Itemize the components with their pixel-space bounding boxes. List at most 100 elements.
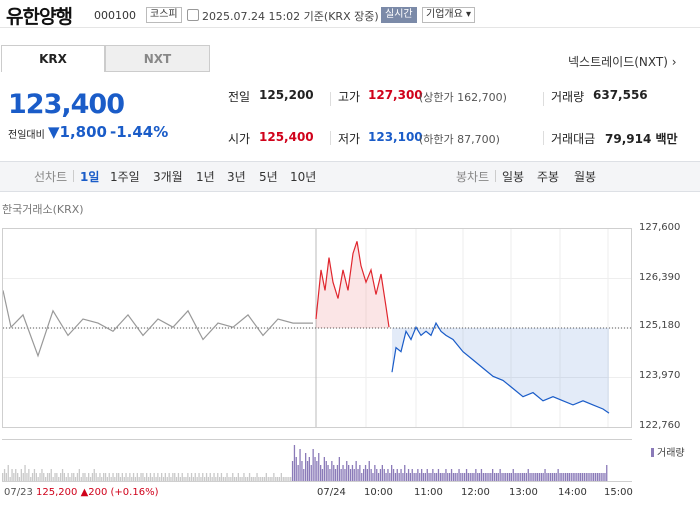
volume-bar (310, 465, 312, 481)
volume-bar (458, 469, 460, 481)
volume-bar (409, 473, 411, 481)
volume-bar (471, 473, 473, 481)
volume-bar (194, 473, 196, 481)
volume-bar (540, 473, 542, 481)
volume-bar (581, 473, 584, 481)
candle-weekly[interactable]: 주봉 (537, 170, 560, 184)
volume-bar (606, 465, 608, 481)
volume-bar (26, 473, 28, 481)
x-tick-label: 10:00 (364, 487, 393, 498)
volume-bar (355, 461, 357, 481)
volume-bar (443, 473, 445, 481)
realtime-badge[interactable]: 실시간 (381, 7, 417, 23)
volume-bar (445, 469, 447, 481)
volume-bar (477, 473, 479, 481)
volume-bar (39, 473, 41, 481)
volume-bar (527, 469, 529, 481)
volume-bar (17, 473, 19, 481)
divider (330, 131, 331, 145)
volume-bar (164, 473, 166, 481)
volume-bar (557, 469, 559, 481)
company-overview-dropdown[interactable]: 기업개요 ▾ (422, 7, 475, 23)
volume-bar (512, 469, 514, 481)
volume-bar (469, 473, 471, 481)
period-1w[interactable]: 1주일 (110, 170, 140, 184)
down-series (391, 321, 610, 414)
tab-krx[interactable]: KRX (1, 45, 105, 72)
period-3y[interactable]: 3년 (227, 170, 246, 184)
volume-bar (252, 477, 254, 481)
exchange-label: 한국거래소(KRX) (2, 203, 84, 216)
volume-bar (159, 477, 161, 481)
volume-bar (480, 469, 483, 481)
volume-bar (400, 469, 402, 481)
price-chart[interactable] (2, 228, 632, 428)
volume-bar (387, 469, 389, 481)
volume-bar (217, 473, 219, 481)
volume-bar (198, 473, 200, 481)
volume-bar (119, 477, 122, 481)
period-5y[interactable]: 5년 (259, 170, 278, 184)
volume-bar (559, 473, 561, 481)
period-3m[interactable]: 3개월 (153, 170, 183, 184)
volume-bar (374, 465, 376, 481)
volume-bar (301, 461, 303, 481)
volume-bar (125, 473, 127, 481)
volume-bar (503, 473, 505, 481)
volume-bar (555, 473, 557, 481)
volume-bar (58, 477, 60, 481)
tab-nxt[interactable]: NXT (105, 45, 210, 72)
period-1d[interactable]: 1일 (80, 170, 100, 184)
volume-bar (305, 453, 307, 481)
volume-bar (323, 457, 325, 481)
prev-close-label: 전일 (228, 90, 251, 104)
volume-bar (334, 469, 337, 481)
volume-bar (151, 477, 153, 481)
volume-bar (213, 473, 215, 481)
volume-bar (529, 473, 531, 481)
volume-bar (140, 473, 142, 481)
volume-bar (224, 477, 226, 481)
volume-bar (280, 473, 282, 481)
nextrade-link[interactable]: 넥스트레이드(NXT) › (568, 55, 677, 69)
volume-bar (370, 469, 372, 481)
period-1y[interactable]: 1년 (196, 170, 215, 184)
volume-bar (404, 465, 406, 481)
volume-bar (260, 477, 262, 481)
volume-bar (230, 477, 232, 481)
divider (495, 170, 496, 182)
x-tick-label: 13:00 (509, 487, 538, 498)
volume-bar (441, 473, 443, 481)
volume-bar (533, 473, 535, 481)
volume-bar (161, 473, 163, 481)
volume-bar (235, 477, 238, 481)
volume-bar (284, 477, 286, 481)
change-value: ▼1,800 (48, 123, 107, 141)
volume-bar (269, 477, 271, 481)
period-10y[interactable]: 10년 (290, 170, 317, 184)
clock-icon (187, 9, 199, 21)
candle-monthly[interactable]: 월봉 (574, 170, 597, 184)
candle-daily[interactable]: 일봉 (502, 170, 525, 184)
volume-bar (250, 477, 253, 481)
volume-bar (587, 473, 589, 481)
volume-bar (295, 457, 297, 481)
volume-bar (33, 469, 36, 481)
x-tick-label: 15:00 (604, 487, 633, 498)
price-chart-svg (2, 229, 631, 427)
volume-bar (11, 469, 13, 481)
volume-bar (177, 473, 180, 481)
divider (0, 27, 700, 28)
volume-bar (381, 465, 383, 481)
x-tick-label: 14:00 (558, 487, 587, 498)
line-chart-label: 선차트 (34, 170, 68, 184)
change-label: 전일대비 (8, 130, 45, 141)
candle-chart-label: 봉차트 (456, 170, 490, 184)
lower-limit: (하한가 87,700) (419, 133, 500, 146)
volume-bar (237, 473, 239, 481)
volume-bar (288, 477, 290, 481)
volume-bar (565, 473, 567, 481)
volume-bar (263, 477, 266, 481)
volume-bar (108, 473, 110, 481)
volume-bar (460, 473, 462, 481)
